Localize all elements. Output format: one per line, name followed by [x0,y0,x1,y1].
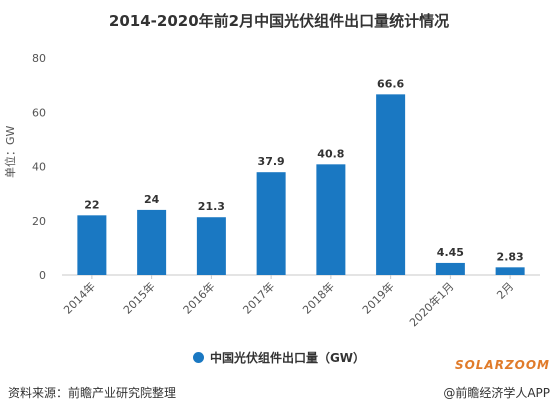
bar [77,215,107,275]
bar [435,262,465,275]
y-tick-label: 80 [32,52,46,65]
chart-title: 2014-2020年前2月中国光伏组件出口量统计情况 [108,12,450,30]
bar [196,217,226,275]
y-tick-label: 20 [32,215,46,228]
credit-note: @前瞻经济学人APP [443,386,550,400]
x-tick-label: 2019年 [359,279,396,316]
y-tick-label: 0 [39,269,46,282]
x-tick-label: 2018年 [300,279,337,316]
bar [137,209,167,275]
bar-value-label: 4.45 [437,246,464,259]
x-tick-label: 2014年 [61,279,98,316]
legend-swatch [192,352,204,363]
x-tick-label: 2020年1月 [406,279,456,329]
bar [376,94,406,275]
bar-value-label: 37.9 [258,155,285,168]
y-tick-label: 60 [32,106,46,119]
brand-watermark: SOLARZOOM [454,358,550,372]
bar-value-label: 66.6 [377,77,404,90]
bar-value-label: 2.83 [497,250,524,263]
bar [256,172,286,275]
x-tick-label: 2016年 [180,279,217,316]
bar-value-label: 22 [84,198,99,211]
y-tick-label: 40 [32,161,46,174]
source-note: 资料来源：前瞻产业研究院整理 [8,386,177,400]
bar-value-label: 21.3 [198,200,225,213]
legend: 中国光伏组件出口量（GW） [0,349,558,366]
x-tick-label: 2017年 [240,279,277,316]
x-tick-label: 2015年 [120,279,157,316]
bar-value-label: 40.8 [317,147,344,160]
bar [495,267,525,275]
bar-value-label: 24 [144,193,160,206]
bar [316,164,346,275]
x-tick-label: 2月 [494,280,516,302]
legend-label: 中国光伏组件出口量（GW） [209,351,366,365]
